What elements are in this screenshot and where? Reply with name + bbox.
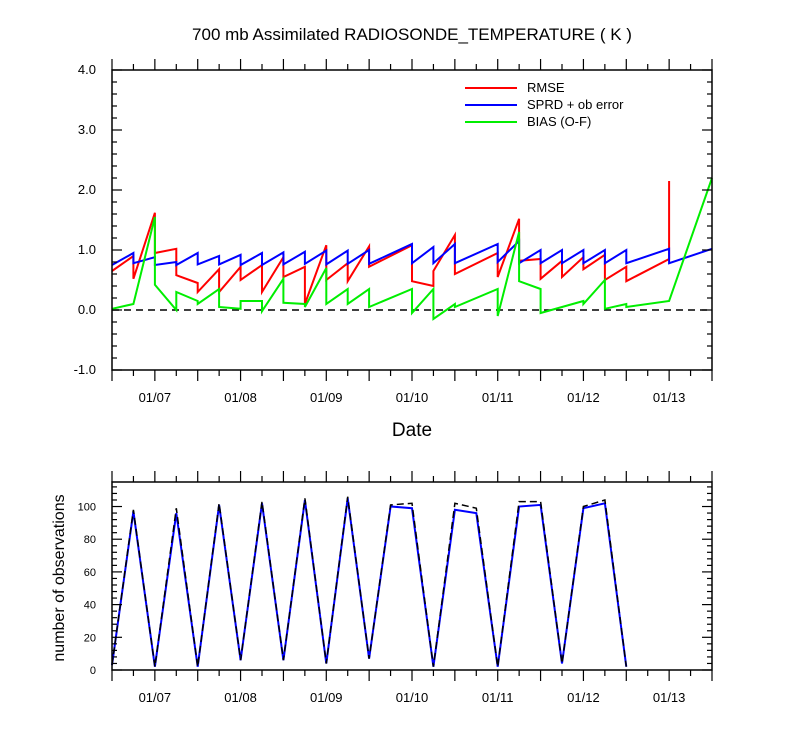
x-tick-label: 01/13 xyxy=(653,690,686,705)
bottom-chart-x-tick-labels: 01/07 01/08 01/09 01/10 01/11 01/12 01/13 xyxy=(139,690,686,705)
y-tick-label: 0.0 xyxy=(78,302,96,317)
x-tick-label: 01/11 xyxy=(482,390,514,405)
x-tick-label: 01/12 xyxy=(567,690,600,705)
x-tick-label: 01/13 xyxy=(653,390,686,405)
x-tick-label: 01/08 xyxy=(224,690,257,705)
top-chart-x-tick-labels: 01/07 01/08 01/09 01/10 01/11 01/12 01/13 xyxy=(139,390,686,405)
y-tick-label: 2.0 xyxy=(78,182,96,197)
bottom-chart-series xyxy=(111,496,628,667)
x-tick-label: 01/07 xyxy=(139,390,172,405)
x-tick-label: 01/10 xyxy=(396,690,429,705)
y-tick-label: 60 xyxy=(84,567,96,579)
x-tick-label: 01/09 xyxy=(310,690,343,705)
y-tick-label: 1.0 xyxy=(78,242,96,257)
top-chart-y-tick-labels: 4.0 3.0 2.0 1.0 0.0 -1.0 xyxy=(74,62,96,377)
legend-label: SPRD + ob error xyxy=(527,97,624,112)
top-chart-ticks xyxy=(111,59,713,381)
x-tick-label: 01/08 xyxy=(224,390,257,405)
y-tick-label: 20 xyxy=(84,632,96,644)
top-chart-legend: RMSE SPRD + ob error BIAS (O-F) xyxy=(465,80,624,129)
y-tick-label: 0 xyxy=(90,665,96,677)
top-chart-frame xyxy=(111,69,713,371)
series-line-bias-o-f xyxy=(111,177,713,321)
x-tick-label: 01/11 xyxy=(482,690,514,705)
y-tick-label: 40 xyxy=(84,600,96,612)
top-chart-x-axis-label: Date xyxy=(392,420,432,441)
top-chart-series xyxy=(111,177,713,321)
series-line-sprd-ob-error xyxy=(111,238,713,267)
y-tick-label: -1.0 xyxy=(74,362,96,377)
bottom-chart-y-axis-label: number of observations xyxy=(51,494,68,661)
x-tick-label: 01/10 xyxy=(396,390,429,405)
legend-label: RMSE xyxy=(527,80,565,95)
y-tick-label: 3.0 xyxy=(78,122,96,137)
legend-label: BIAS (O-F) xyxy=(527,114,591,129)
y-tick-label: 80 xyxy=(84,534,96,546)
x-tick-label: 01/09 xyxy=(310,390,343,405)
top-chart-title: 700 mb Assimilated RADIOSONDE_TEMPERATUR… xyxy=(192,25,632,44)
y-tick-label: 100 xyxy=(78,502,96,514)
x-tick-label: 01/12 xyxy=(567,390,600,405)
y-tick-label: 4.0 xyxy=(78,62,96,77)
x-tick-label: 01/07 xyxy=(139,690,172,705)
series-line-observations-dashed xyxy=(111,496,628,667)
bottom-chart-y-tick-labels: 100 80 60 40 20 0 xyxy=(78,502,96,677)
series-line-rmse xyxy=(111,181,671,305)
series-line-observations-solid xyxy=(111,498,628,667)
bottom-chart-ticks xyxy=(111,471,713,681)
